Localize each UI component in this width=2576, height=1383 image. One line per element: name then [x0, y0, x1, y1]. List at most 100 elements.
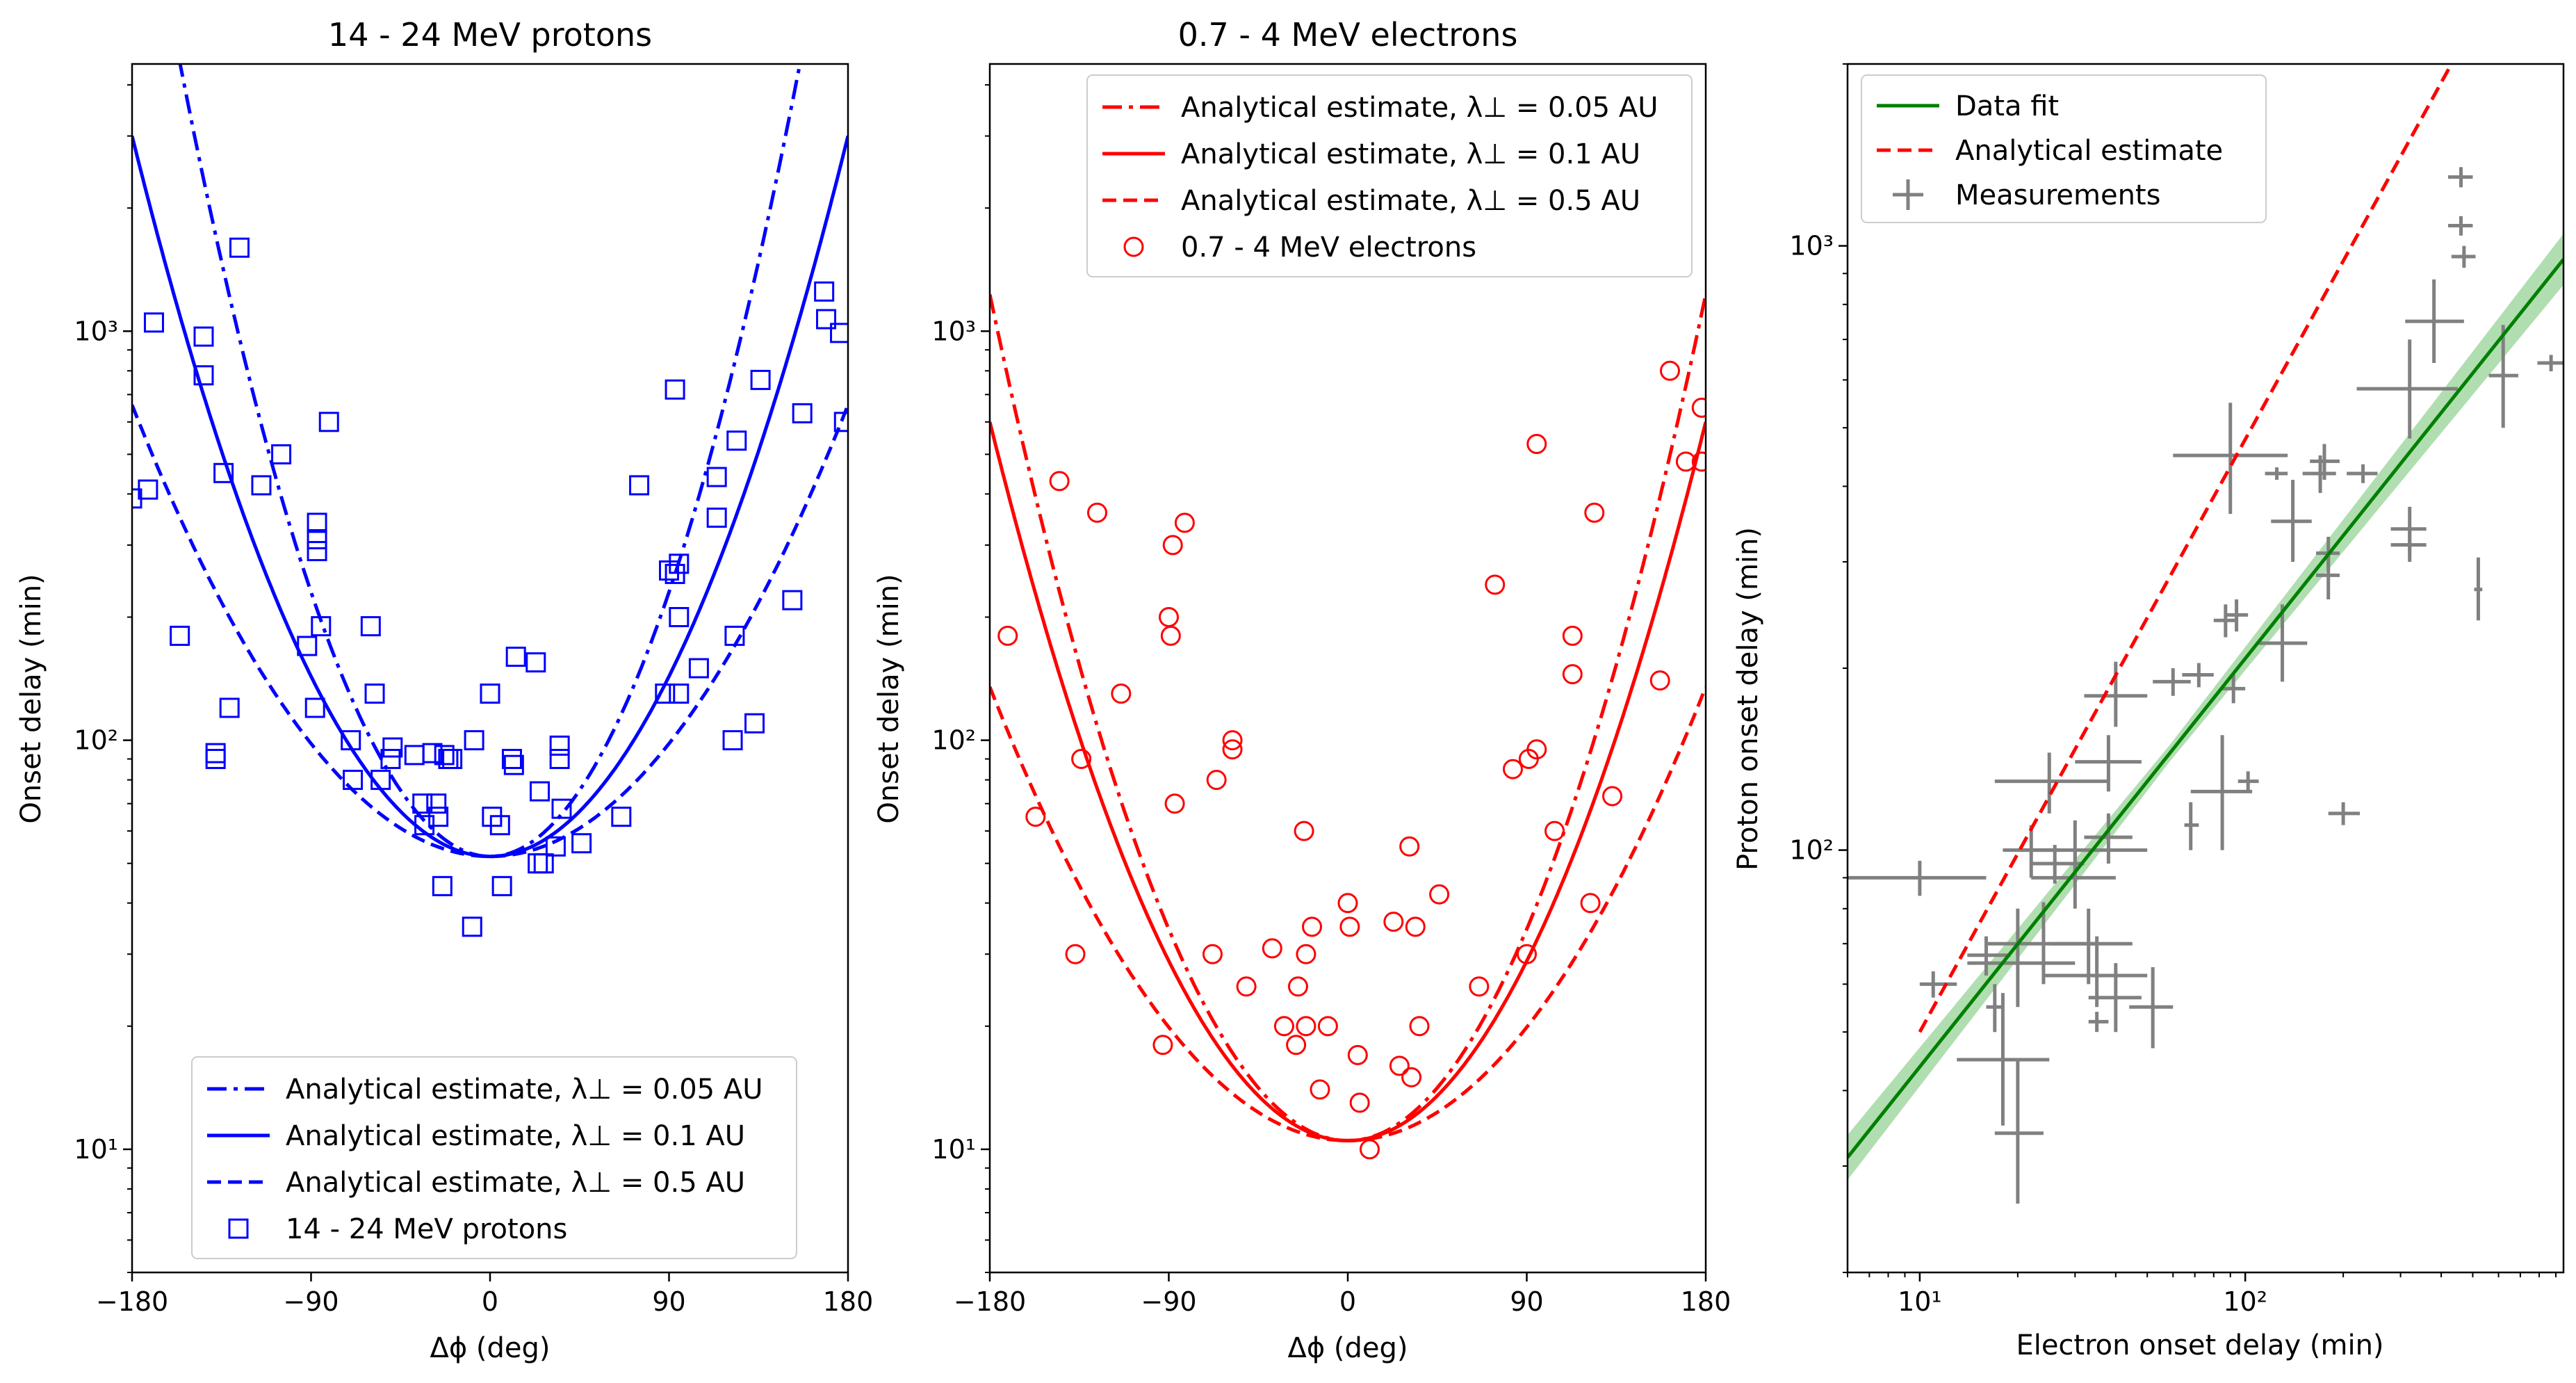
y-tick-label: 10¹ [74, 1134, 118, 1165]
y-tick-label: 10³ [74, 316, 118, 346]
data-point-square [213, 462, 234, 483]
y-axis-label: Proton onset delay (min) [1732, 527, 1764, 871]
legend-box [1861, 74, 2267, 223]
curve-dashed [132, 404, 848, 859]
data-point-circle [1111, 684, 1132, 704]
data-point-square [665, 379, 685, 400]
data-point-square [426, 793, 447, 814]
plot-content [990, 293, 1706, 1160]
data-point-square [706, 467, 727, 487]
y-axis-label: Onset delay (min) [873, 574, 905, 823]
data-point-square [364, 684, 385, 704]
data-point-square [229, 237, 250, 258]
data-point-square [792, 403, 813, 423]
data-point-square [428, 807, 449, 827]
panel-protons: 14 - 24 MeV protons −180 −90 0 90 180 10¹ 10² 1… [15, 16, 873, 1364]
data-point-circle [1273, 1016, 1294, 1037]
data-point-circle [1339, 916, 1360, 937]
data-point-circle [1602, 786, 1623, 807]
x-tick-label: −90 [283, 1286, 339, 1317]
curve-solid [132, 135, 848, 859]
data-point-circle [1502, 759, 1523, 779]
data-point-circle [1649, 670, 1670, 691]
data-point-square [307, 541, 327, 562]
data-point-circle [1485, 574, 1506, 595]
data-point-square [669, 553, 690, 574]
data-point-circle [1469, 976, 1490, 997]
data-point-circle [1065, 944, 1086, 964]
y-tick-label: 10² [931, 725, 976, 756]
data-point-circle [1517, 944, 1537, 964]
data-point-square [489, 815, 510, 836]
data-point-square [480, 684, 500, 704]
data-point-square [205, 743, 226, 763]
data-point-circle [1584, 502, 1605, 523]
data-point-square [814, 281, 835, 302]
x-tick-label: −180 [954, 1286, 1026, 1317]
data-point-square [307, 512, 327, 533]
curve-dashdot [178, 64, 802, 859]
plot-area: −180 −90 0 90 180 10¹ 10² 10³ Analytical estimat… [931, 63, 1731, 1317]
data-point-circle [1691, 397, 1706, 418]
data-point-circle [1359, 1139, 1380, 1160]
data-point-square [571, 833, 592, 854]
x-axis-label: Δϕ (deg) [430, 1332, 550, 1364]
data-point-circle [1071, 749, 1092, 770]
data-point-circle [1025, 807, 1046, 827]
data-point-square [271, 444, 292, 464]
data-point-square [611, 807, 632, 827]
legend-label: Analytical estimate, λ⊥ = 0.05 AU [286, 1074, 763, 1106]
data-point-square [343, 770, 364, 791]
data-point-circle [1174, 512, 1195, 533]
legend-label: Data fit [1955, 90, 2059, 122]
x-axis-label: Δϕ (deg) [1287, 1332, 1408, 1364]
x-tick-label: 90 [1510, 1286, 1543, 1317]
data-point-circle [1162, 535, 1183, 556]
data-point-circle [1310, 1079, 1330, 1100]
data-point-square [724, 625, 745, 646]
data-point-square [318, 412, 339, 432]
legend-box [1086, 74, 1693, 277]
data-point-square [833, 412, 848, 432]
data-point-circle [1562, 664, 1583, 685]
legend-label: Analytical estimate, λ⊥ = 0.5 AU [1181, 185, 1640, 217]
data-point-circle [1399, 836, 1420, 857]
data-point-circle [1691, 451, 1706, 472]
x-tick-label: −90 [1141, 1286, 1196, 1317]
data-point-circle [1206, 770, 1227, 791]
legend-label: Analytical estimate, λ⊥ = 0.5 AU [286, 1167, 745, 1199]
data-point-square [434, 745, 455, 766]
data-point-circle [1526, 433, 1547, 454]
data-point-square [462, 916, 482, 937]
data-point-square [307, 529, 327, 550]
x-tick-label: −180 [96, 1286, 168, 1317]
legend-label: Analytical estimate, λ⊥ = 0.05 AU [1181, 92, 1658, 124]
y-tick-label: 10² [1789, 835, 1834, 866]
legend-label: 0.7 - 4 MeV electrons [1181, 232, 1476, 264]
data-point-circle [1675, 451, 1696, 472]
data-point-circle [1349, 1092, 1370, 1113]
data-point-square [545, 836, 566, 857]
data-point-square [170, 625, 190, 646]
x-tick-label: 0 [482, 1286, 498, 1317]
data-point-square [722, 730, 743, 751]
legend-label: Measurements [1955, 179, 2160, 211]
x-tick-label: 0 [1339, 1286, 1356, 1317]
data-point-circle [1236, 976, 1257, 997]
x-axis-label: Electron onset delay (min) [2016, 1329, 2383, 1361]
legend-marker-circle [1123, 236, 1144, 257]
data-point-square [464, 730, 484, 751]
data-point-square [533, 853, 554, 874]
data-point-circle [1317, 1016, 1338, 1037]
data-point-circle [1296, 944, 1316, 964]
legend-marker-square [228, 1218, 249, 1239]
data-point-circle [1202, 944, 1223, 964]
data-point-circle [1222, 739, 1243, 760]
legend-label: Analytical estimate [1955, 135, 2223, 167]
data-point-circle [1389, 1056, 1410, 1076]
analytical-estimate-line [1918, 64, 2453, 1033]
data-point-circle [1660, 360, 1680, 381]
legend: Analytical estimate, λ⊥ = 0.05 AU Analyti… [191, 1056, 797, 1259]
legend: Analytical estimate, λ⊥ = 0.05 AU Analyti… [1086, 74, 1693, 277]
